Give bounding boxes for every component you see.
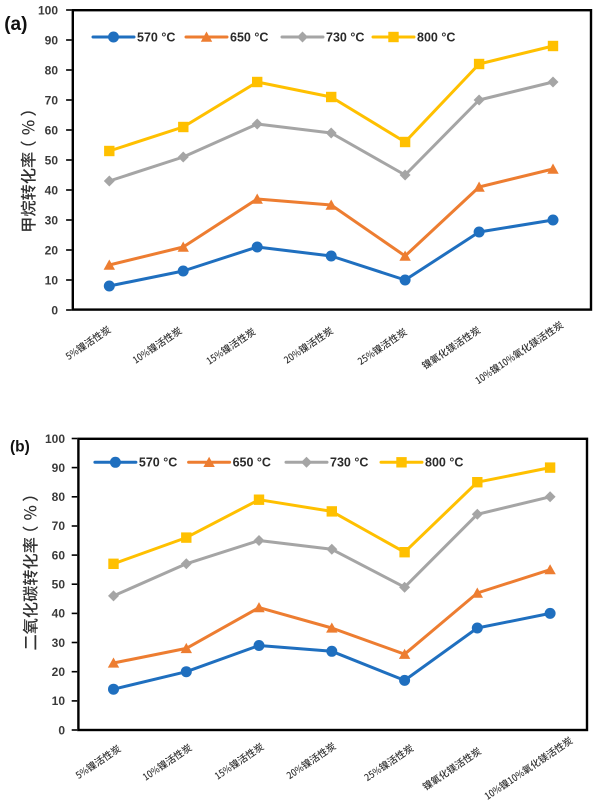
svg-text:90: 90 <box>52 461 66 475</box>
svg-text:100: 100 <box>38 3 58 17</box>
svg-text:650 °C: 650 °C <box>230 30 268 44</box>
svg-text:90: 90 <box>45 33 59 47</box>
svg-text:730 °C: 730 °C <box>326 30 364 44</box>
svg-text:20: 20 <box>52 665 66 679</box>
svg-text:80: 80 <box>45 63 59 77</box>
svg-text:30: 30 <box>52 636 66 650</box>
svg-text:60: 60 <box>45 123 59 137</box>
svg-text:(b): (b) <box>10 438 30 455</box>
svg-text:570 °C: 570 °C <box>139 456 177 470</box>
svg-text:40: 40 <box>45 183 59 197</box>
svg-text:80: 80 <box>52 490 66 504</box>
svg-text:50: 50 <box>52 578 66 592</box>
svg-text:20: 20 <box>45 243 59 257</box>
svg-text:60: 60 <box>52 548 66 562</box>
svg-text:650 °C: 650 °C <box>233 456 271 470</box>
svg-text:(a): (a) <box>4 14 27 35</box>
svg-text:70: 70 <box>45 93 59 107</box>
svg-text:70: 70 <box>52 519 66 533</box>
svg-text:800 °C: 800 °C <box>425 456 463 470</box>
svg-text:730 °C: 730 °C <box>330 456 368 470</box>
svg-text:10: 10 <box>45 273 59 287</box>
svg-text:800 °C: 800 °C <box>417 30 455 44</box>
svg-text:100: 100 <box>45 432 65 446</box>
svg-text:50: 50 <box>45 153 59 167</box>
svg-text:10: 10 <box>52 694 66 708</box>
svg-text:570 °C: 570 °C <box>137 30 175 44</box>
svg-text:40: 40 <box>52 607 66 621</box>
svg-text:30: 30 <box>45 213 59 227</box>
svg-text:0: 0 <box>58 723 65 737</box>
svg-text:0: 0 <box>51 303 58 317</box>
